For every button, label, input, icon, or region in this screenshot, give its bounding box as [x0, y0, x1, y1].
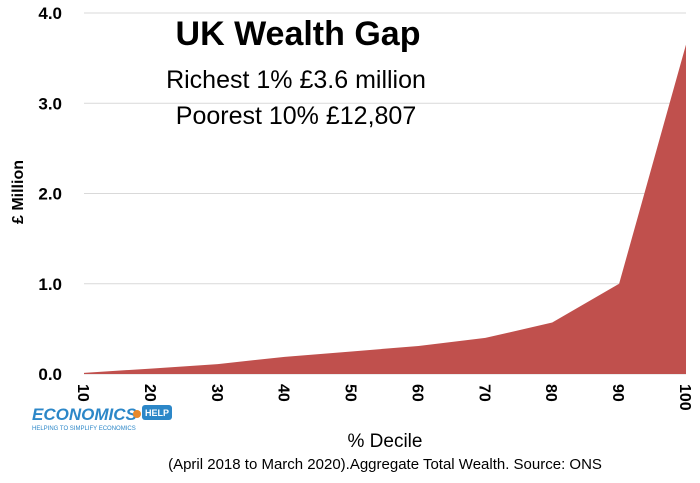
source-note: (April 2018 to March 2020).Aggregate Tot… — [168, 456, 602, 473]
x-tick-label-50: 50 — [342, 384, 359, 402]
chart-subtitle-line-1: Richest 1% £3.6 million — [166, 66, 426, 94]
x-axis-label: % Decile — [348, 431, 423, 452]
x-tick-label-60: 60 — [408, 384, 425, 402]
chart-title: UK Wealth Gap — [176, 15, 421, 53]
logo-wordmark: ECONOMICS — [32, 405, 138, 424]
x-tick-label-100: 100 — [676, 384, 693, 411]
y-axis-label: £ Million — [10, 160, 27, 224]
y-tick-label-4: 4.0 — [38, 4, 62, 23]
y-tick-label-0: 0.0 — [38, 365, 62, 384]
y-tick-label-3: 3.0 — [38, 94, 62, 113]
wealth-area — [84, 44, 686, 375]
chart-subtitle-line-2: Poorest 10% £12,807 — [176, 102, 416, 130]
x-tick-label-80: 80 — [542, 384, 559, 402]
y-tick-label-1: 1.0 — [38, 275, 62, 294]
logo-tagline: HELPING TO SIMPLIFY ECONOMICS — [32, 426, 136, 432]
x-tick-label-30: 30 — [208, 384, 225, 402]
y-axis-ticks: 0.0 1.0 2.0 3.0 4.0 — [38, 4, 62, 384]
x-axis-ticks: 10 20 30 40 50 60 70 80 90 100 — [74, 384, 693, 411]
x-tick-label-10: 10 — [74, 384, 91, 402]
logo-badge — [142, 405, 172, 420]
logo-dot — [133, 410, 141, 418]
x-tick-label-70: 70 — [475, 384, 492, 402]
area-series — [84, 44, 686, 375]
x-tick-label-40: 40 — [275, 384, 292, 402]
economics-help-logo: ECONOMICS HELP HELPING TO SIMPLIFY ECONO… — [32, 405, 172, 432]
logo-badge-text: HELP — [145, 408, 169, 418]
x-tick-label-20: 20 — [141, 384, 158, 402]
x-tick-label-90: 90 — [609, 384, 626, 402]
y-tick-label-2: 2.0 — [38, 185, 62, 204]
